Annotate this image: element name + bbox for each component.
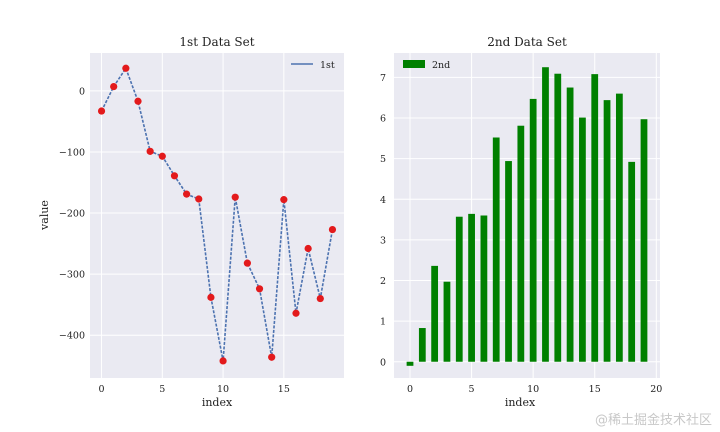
x-axis-label-2: index xyxy=(505,396,536,409)
bar xyxy=(628,161,636,362)
y-tick-label: 3 xyxy=(380,235,386,246)
bar xyxy=(591,74,599,362)
bar xyxy=(406,361,414,366)
data-point xyxy=(328,225,337,234)
chart-title-1: 1st Data Set xyxy=(179,35,254,49)
data-point xyxy=(280,196,288,204)
plot-area-2 xyxy=(394,53,660,378)
data-point xyxy=(316,294,324,303)
x-tick-label: 5 xyxy=(469,384,475,395)
legend-label-2nd: 2nd xyxy=(432,60,450,71)
y-tick-label: 2 xyxy=(380,276,386,287)
x-tick-label: 15 xyxy=(278,384,290,395)
data-point xyxy=(158,152,166,160)
bar xyxy=(517,125,525,362)
bar xyxy=(640,119,648,362)
bar xyxy=(579,117,586,362)
data-point xyxy=(219,357,227,365)
y-tick-label: 0 xyxy=(380,357,386,368)
data-point xyxy=(183,190,191,198)
bar xyxy=(554,73,562,362)
y-axis-label-1: value xyxy=(38,200,51,231)
bar xyxy=(468,213,475,362)
bar xyxy=(492,137,500,362)
plot-area-1 xyxy=(90,53,344,378)
series-line-1st xyxy=(97,64,337,365)
y-tick-label: 5 xyxy=(380,154,386,165)
x-tick-label: 5 xyxy=(159,384,165,395)
x-tick-label: 0 xyxy=(407,384,413,395)
x-tick-label: 10 xyxy=(527,384,539,395)
data-point xyxy=(255,285,264,293)
series-line xyxy=(100,66,334,362)
bar xyxy=(542,67,549,362)
watermark: @稀土掘金技术社区 xyxy=(595,412,712,428)
y-tick-label: −100 xyxy=(59,147,85,158)
x-tick-label: 0 xyxy=(99,384,105,395)
data-point xyxy=(110,82,118,91)
subplot-2: 0 5 10 15 20 0 1 2 3 4 5 6 7 2nd Data Set index 2nd xyxy=(380,35,662,409)
bar xyxy=(480,215,488,362)
subplot-1: 0 5 10 15 0 −100 −200 −300 −400 1st Data Set ind… xyxy=(38,35,344,409)
ticks-1: 0 5 10 15 0 −100 −200 −300 −400 xyxy=(59,86,290,395)
data-point xyxy=(243,259,251,267)
bar xyxy=(418,328,426,362)
bar xyxy=(505,161,512,362)
data-point xyxy=(134,97,142,105)
x-tick-label: 15 xyxy=(589,384,601,395)
y-tick-label: −400 xyxy=(59,331,85,342)
y-tick-label: 0 xyxy=(79,86,85,97)
legend-1: 1st xyxy=(291,60,335,71)
data-point xyxy=(195,195,203,203)
y-tick-label: 4 xyxy=(380,195,386,206)
grid-1 xyxy=(90,53,344,378)
series-bars-2nd xyxy=(406,67,648,366)
data-point xyxy=(304,244,312,253)
data-point xyxy=(97,107,106,115)
bar xyxy=(566,87,574,362)
bar xyxy=(529,98,537,362)
legend-swatch-2nd xyxy=(403,60,425,68)
bar xyxy=(603,100,611,362)
chart-title-2: 2nd Data Set xyxy=(487,35,567,49)
data-point xyxy=(268,353,276,361)
y-tick-label: 6 xyxy=(380,114,386,125)
x-axis-label-1: index xyxy=(202,396,233,409)
data-point xyxy=(207,293,215,301)
bar xyxy=(455,216,463,362)
data-point xyxy=(231,193,239,201)
data-point xyxy=(292,309,300,317)
y-tick-label: 7 xyxy=(380,73,386,84)
data-point xyxy=(170,172,179,180)
ticks-2: 0 5 10 15 20 0 1 2 3 4 5 6 7 xyxy=(380,73,662,395)
y-tick-label: 1 xyxy=(380,317,386,328)
x-tick-label: 10 xyxy=(217,384,229,395)
y-tick-label: −200 xyxy=(59,209,85,220)
data-point xyxy=(146,147,154,155)
bar xyxy=(615,93,623,362)
bar xyxy=(431,265,439,362)
data-point xyxy=(122,64,130,72)
legend-label-1st: 1st xyxy=(320,60,335,71)
bar xyxy=(443,281,451,362)
y-tick-label: −300 xyxy=(59,270,85,281)
legend-2: 2nd xyxy=(403,60,450,71)
x-tick-label: 20 xyxy=(650,384,662,395)
